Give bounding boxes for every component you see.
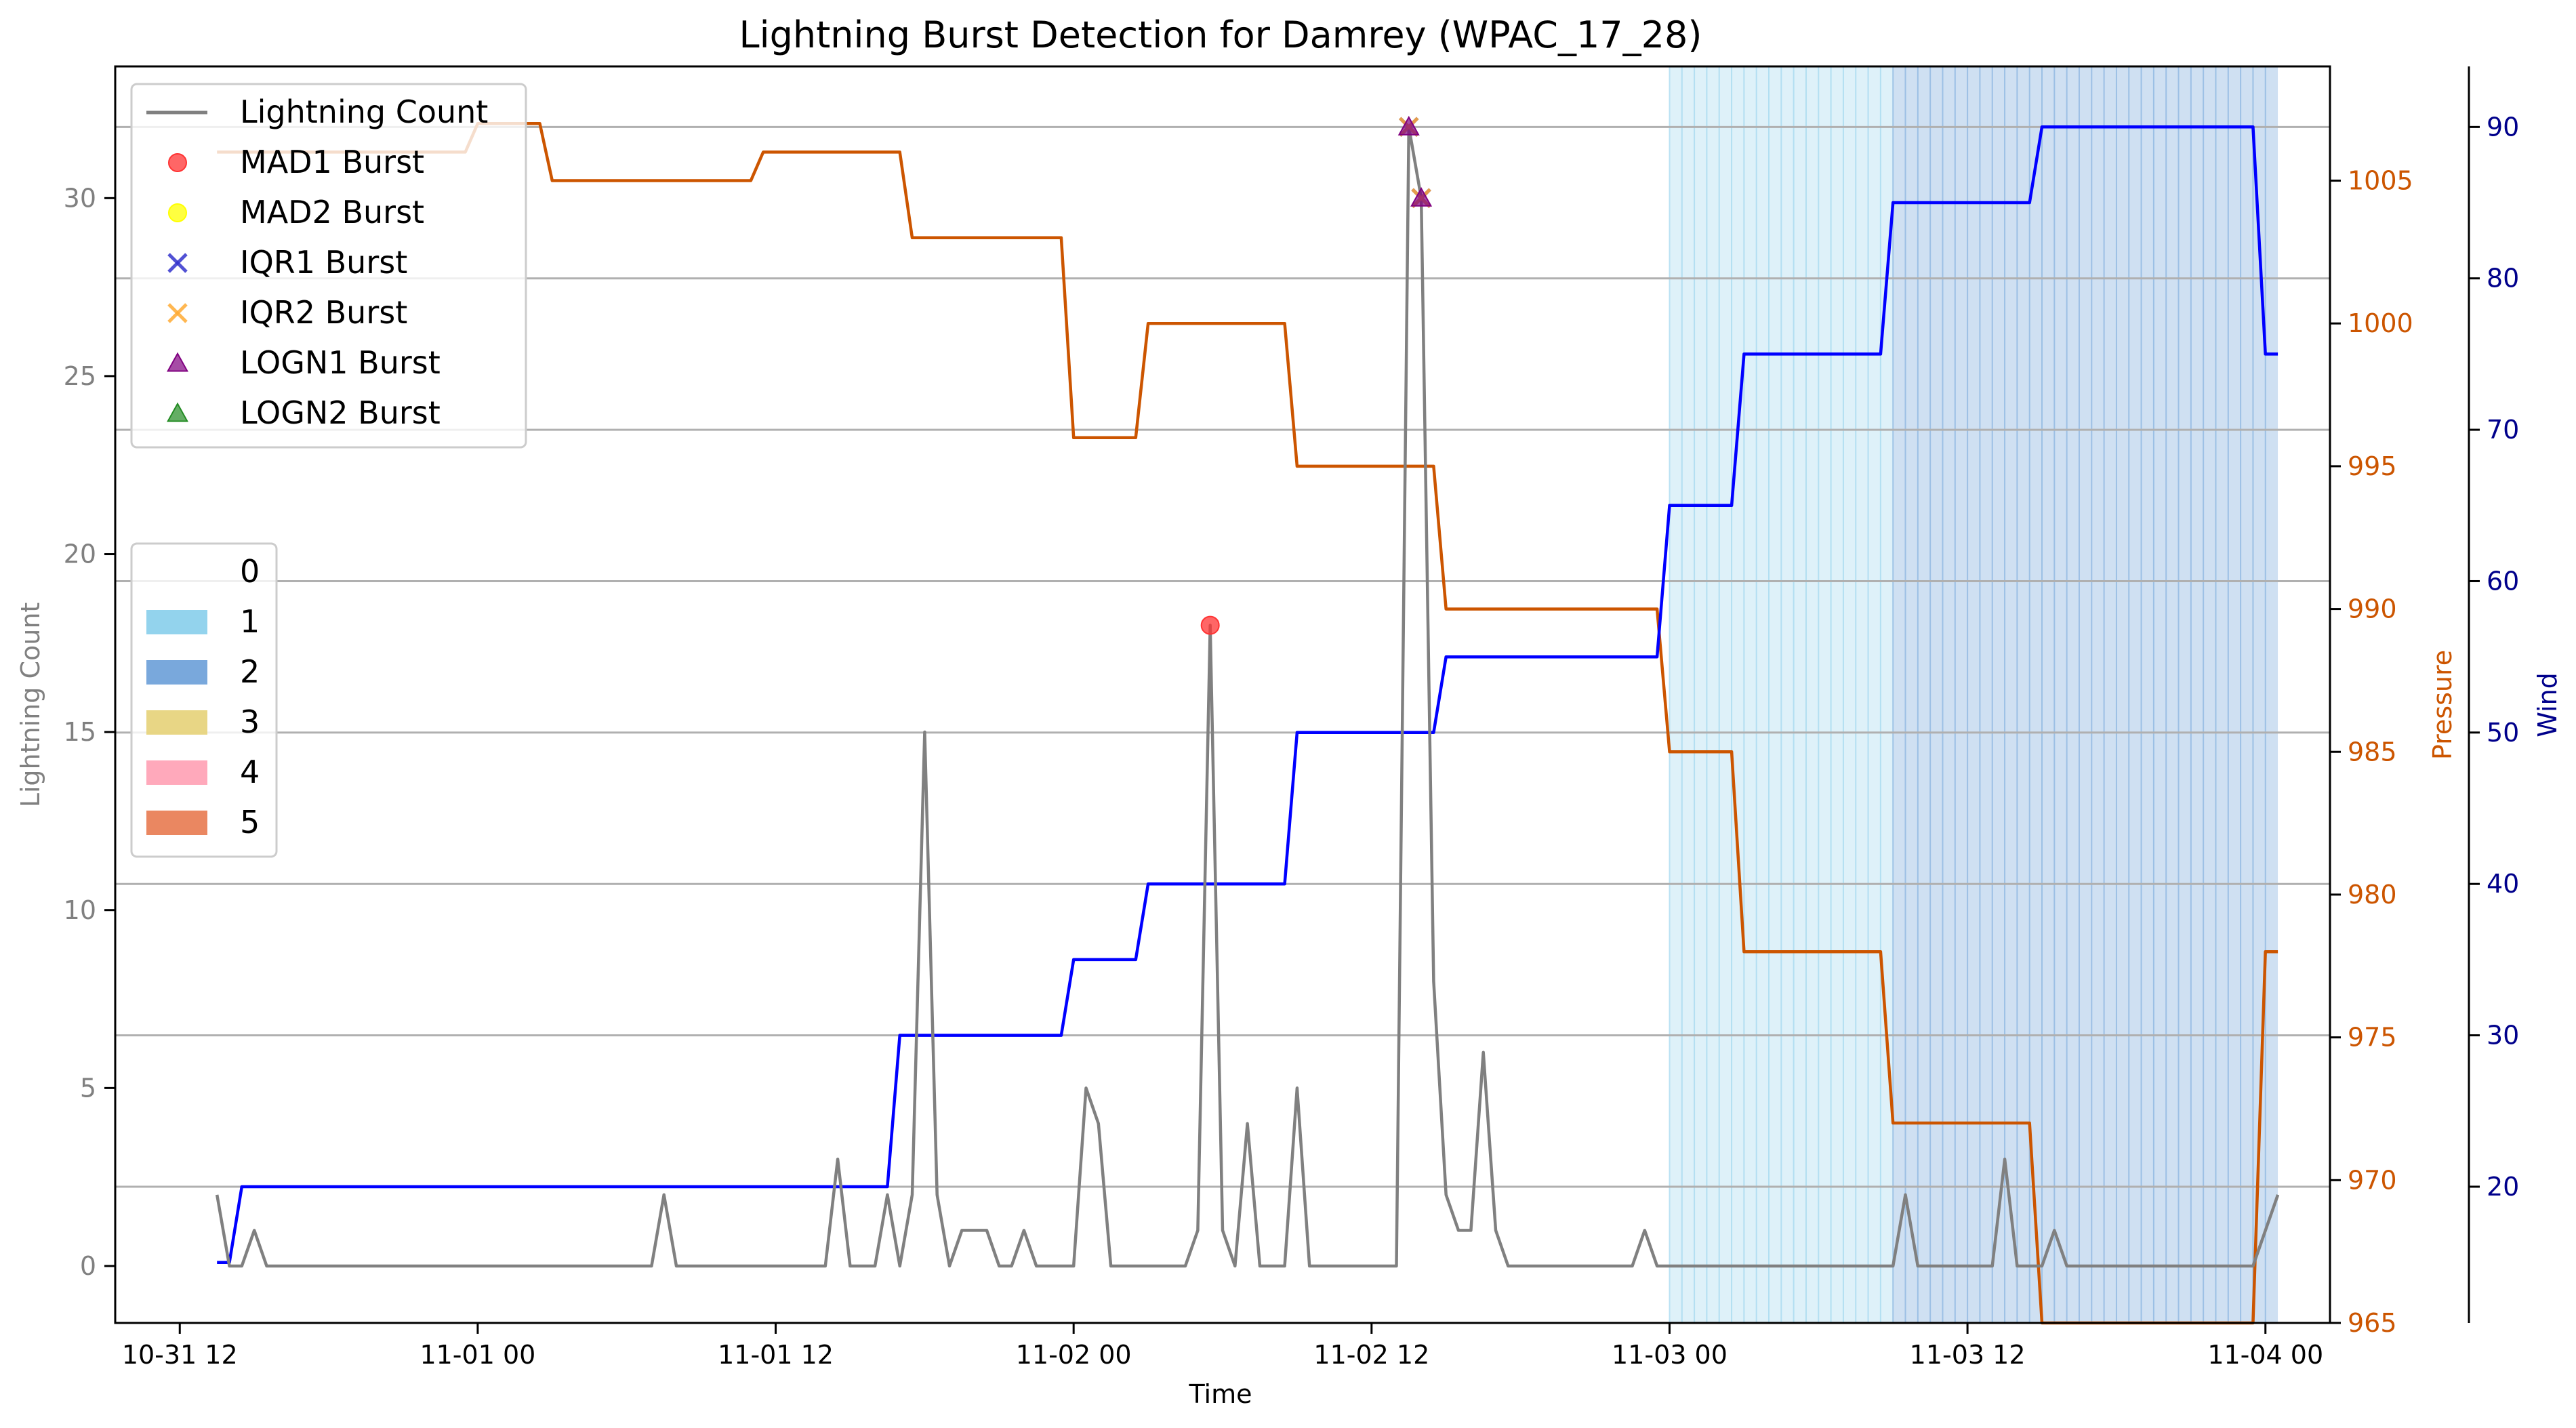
y-tick-label-lightning: 10 (64, 895, 96, 925)
burst-marker-stroke (167, 253, 188, 273)
legend-series-label: LOGN1 Burst (240, 344, 441, 381)
legend-series: Lightning Count MAD1 Burst MAD2 Burst IQR1 … (130, 83, 527, 449)
legend-swatch-mad1 (168, 153, 187, 172)
y-tick-label-lightning: 5 (80, 1073, 96, 1103)
x-tick-label: 11-02 00 (1016, 1340, 1132, 1370)
y-axis-label-wind: Wind (2533, 672, 2562, 737)
legend-category-item: 2 (146, 653, 260, 690)
legend-swatch-cat4 (146, 760, 207, 785)
burst-marker-mad1 (1200, 615, 1220, 635)
y-tick-label-pressure: 985 (2348, 737, 2397, 767)
legend-category-label: 0 (240, 553, 260, 590)
x-tick-label: 11-03 00 (1612, 1340, 1727, 1370)
legend-series-label: MAD1 Burst (240, 144, 424, 180)
legend-series-item: MAD2 Burst (168, 194, 424, 230)
legend-series-item: LOGN1 Burst (167, 344, 441, 381)
y-tick-label-pressure: 975 (2348, 1023, 2397, 1053)
legend-category-label: 3 (240, 703, 260, 740)
x-axis-label: Time (1189, 1379, 1252, 1409)
y-tick-label-pressure: 970 (2348, 1165, 2397, 1195)
legend-swatch-cat5 (146, 811, 207, 835)
x-tick-label: 11-03 12 (1910, 1340, 2026, 1370)
legend-category-item: 5 (146, 804, 260, 840)
legend-swatch-cat1 (146, 610, 207, 634)
legend-series-label: Lightning Count (240, 94, 488, 130)
plot-frame (114, 65, 2331, 1324)
category-2-band-fill (1893, 66, 2278, 1323)
legend-series-box (130, 83, 527, 449)
legend-swatch-cat2 (146, 660, 207, 685)
legend-series-label: LOGN2 Burst (240, 394, 441, 431)
wind-line (217, 125, 2278, 1264)
y-tick-label-pressure: 995 (2348, 451, 2397, 481)
y-tick-label-pressure: 965 (2348, 1308, 2397, 1338)
y-tick-label-lightning: 25 (64, 361, 96, 391)
x-tick-label: 11-02 12 (1313, 1340, 1429, 1370)
x-tick-label: 11-04 00 (2207, 1340, 2323, 1370)
legend-swatch-iqr1 (167, 253, 188, 273)
legend-swatch-logn1 (167, 352, 188, 372)
category-2-band (1892, 66, 2278, 1323)
x-tick-label: 10-31 12 (122, 1340, 238, 1370)
legend-swatch-logn2 (167, 402, 188, 422)
x-tick-label: 11-01 00 (420, 1340, 535, 1370)
y-axis-label-pressure: Pressure (2428, 650, 2457, 760)
legend-category-item: 4 (146, 754, 260, 790)
x-tick-label: 11-01 12 (718, 1340, 834, 1370)
y-tick-label-pressure: 990 (2348, 594, 2397, 624)
y-tick-label-lightning: 15 (64, 717, 96, 747)
y-tick-label-lightning: 30 (64, 183, 96, 213)
legend-category-label: 4 (240, 754, 260, 790)
legend-category: 0 1 2 3 4 5 (130, 542, 278, 858)
y-axis-label-lightning: Lightning Count (16, 603, 45, 808)
legend-series-item: LOGN2 Burst (167, 394, 441, 431)
y-tick-label-lightning: 0 (80, 1251, 96, 1281)
legend-series-label: MAD2 Burst (240, 194, 424, 230)
burst-marker-logn1 (1397, 115, 1420, 136)
legend-series-item: IQR2 Burst (167, 294, 407, 331)
category-1-band (1669, 66, 1894, 1323)
legend-series-item: IQR1 Burst (167, 244, 407, 281)
legend-category-label: 5 (240, 804, 260, 840)
legend-series-label: IQR2 Burst (240, 294, 407, 331)
burst-marker-logn1 (1410, 186, 1433, 207)
burst-marker-stroke (167, 303, 188, 323)
legend-swatch-iqr2 (167, 303, 188, 323)
lightning-count-line (215, 125, 2280, 1268)
y-tick-label-wind: 60 (2487, 566, 2519, 596)
legend-series-label: IQR1 Burst (240, 244, 407, 281)
legend-category-item: 3 (146, 703, 260, 740)
y-tick-label-wind: 50 (2487, 718, 2519, 748)
y-tick-label-wind: 70 (2487, 415, 2519, 445)
legend-category-label: 1 (240, 603, 260, 640)
legend-category-label: 2 (240, 653, 260, 690)
chart-title: Lightning Burst Detection for Damrey (WP… (739, 14, 1702, 56)
legend-series-item: MAD1 Burst (168, 144, 424, 180)
y-tick-label-lightning: 20 (64, 539, 96, 569)
legend-swatch-mad2 (168, 203, 187, 222)
legend-swatch-cat3 (146, 710, 207, 735)
legend-category-item: 1 (146, 603, 260, 640)
y-tick-label-pressure: 1000 (2348, 308, 2413, 338)
y-tick-label-wind: 40 (2487, 869, 2519, 899)
y-tick-label-pressure: 1005 (2348, 166, 2413, 196)
y-tick-label-wind: 80 (2487, 264, 2519, 293)
y-tick-label-wind: 20 (2487, 1172, 2519, 1202)
y-tick-label-wind: 90 (2487, 112, 2519, 142)
legend-series-item: Lightning Count (146, 94, 488, 130)
pressure-line (217, 122, 2278, 1325)
y-tick-label-wind: 30 (2487, 1021, 2519, 1050)
legend-category-item: 0 (240, 553, 260, 590)
y-tick-label-pressure: 980 (2348, 880, 2397, 910)
